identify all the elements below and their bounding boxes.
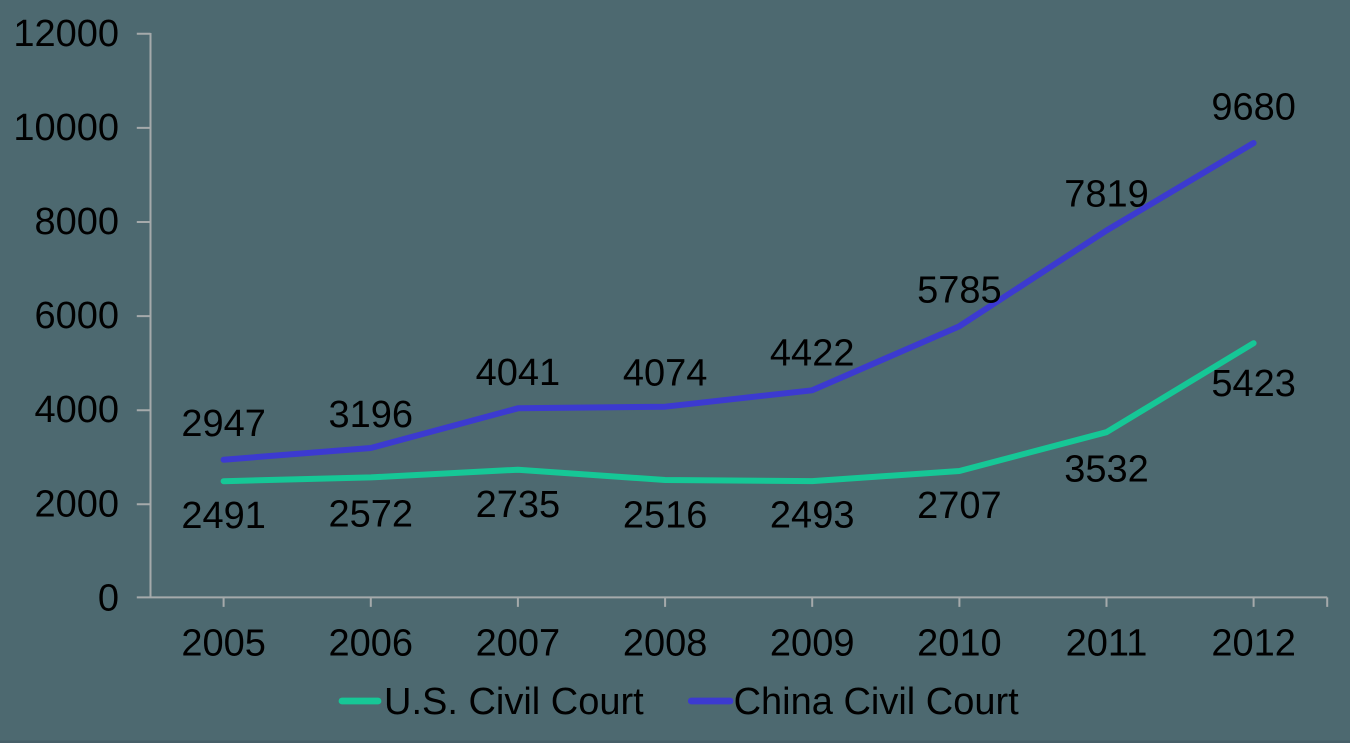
svg-text:2006: 2006 <box>329 623 414 665</box>
svg-text:China Civil Court: China Civil Court <box>734 681 1020 723</box>
svg-text:2008: 2008 <box>623 623 708 665</box>
svg-text:7819: 7819 <box>1064 174 1149 216</box>
svg-text:2010: 2010 <box>917 623 1002 665</box>
svg-text:2011: 2011 <box>1066 623 1148 665</box>
svg-text:3532: 3532 <box>1064 449 1149 491</box>
svg-text:12000: 12000 <box>13 13 119 55</box>
svg-text:5423: 5423 <box>1211 363 1296 405</box>
svg-text:2947: 2947 <box>181 403 266 445</box>
svg-text:2000: 2000 <box>34 483 119 525</box>
svg-text:2007: 2007 <box>476 623 561 665</box>
svg-text:4074: 4074 <box>623 353 708 395</box>
svg-text:5785: 5785 <box>917 270 1002 312</box>
svg-text:2707: 2707 <box>917 485 1002 527</box>
svg-text:2491: 2491 <box>181 495 266 537</box>
svg-text:2516: 2516 <box>623 494 708 536</box>
svg-text:6000: 6000 <box>34 295 119 337</box>
svg-text:4041: 4041 <box>476 352 561 394</box>
svg-text:2009: 2009 <box>770 623 855 665</box>
svg-text:8000: 8000 <box>34 201 119 243</box>
svg-text:2005: 2005 <box>181 623 266 665</box>
svg-text:9680: 9680 <box>1211 87 1296 129</box>
svg-text:U.S. Civil Court: U.S. Civil Court <box>384 681 644 723</box>
svg-text:2493: 2493 <box>770 494 855 536</box>
svg-text:4000: 4000 <box>34 389 119 431</box>
svg-text:10000: 10000 <box>13 107 119 149</box>
svg-text:2735: 2735 <box>476 484 561 526</box>
svg-text:3196: 3196 <box>329 394 414 436</box>
svg-text:0: 0 <box>98 577 119 619</box>
svg-text:2572: 2572 <box>329 493 414 535</box>
svg-text:2012: 2012 <box>1211 623 1296 665</box>
svg-text:4422: 4422 <box>770 332 855 374</box>
